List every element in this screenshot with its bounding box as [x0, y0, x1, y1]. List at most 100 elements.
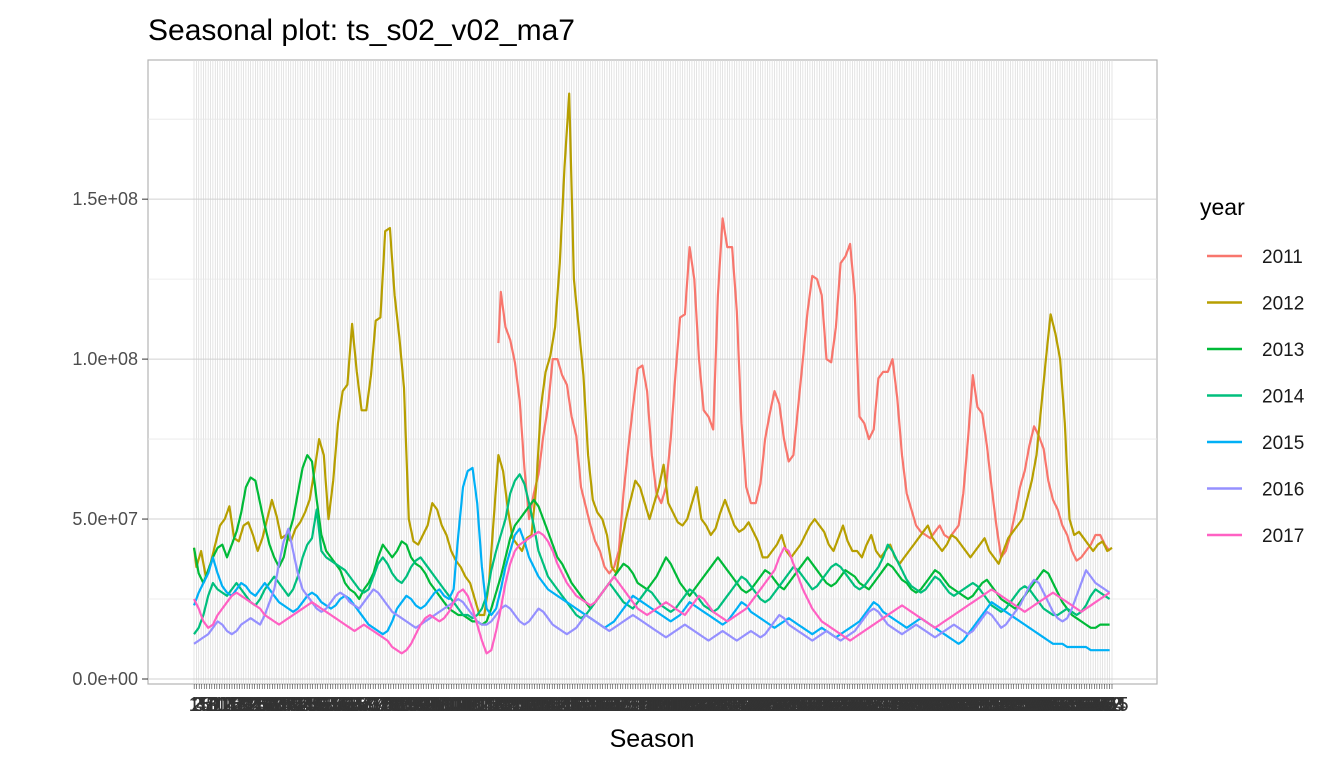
series-line-2013	[192, 454, 1110, 629]
x-tick-label: 317	[974, 694, 1007, 716]
x-tick-label: 345	[1045, 694, 1078, 716]
x-tick-label: 159	[576, 694, 609, 716]
x-tick-label: 60	[332, 694, 354, 716]
x-tick-label: 125	[490, 694, 523, 716]
x-tick-label: 162	[583, 694, 616, 716]
x-tick-label: 295	[919, 694, 952, 716]
x-tick-label: 44	[291, 694, 313, 716]
x-tick-label: 346	[1047, 694, 1080, 716]
x-tick-label: 192	[659, 694, 692, 716]
x-tick-label: 136	[518, 694, 551, 716]
x-tick-label: 262	[836, 694, 869, 716]
x-tick-label: 319	[979, 694, 1012, 716]
x-tick-label: 31	[259, 694, 281, 716]
x-tick-label: 243	[788, 694, 821, 716]
x-tick-label: 217	[722, 694, 755, 716]
x-tick-label: 149	[551, 694, 584, 716]
x-tick-label: 291	[909, 694, 942, 716]
x-tick-label: 257	[823, 694, 856, 716]
x-tick-label: 163	[586, 694, 619, 716]
x-tick-label: 198	[674, 694, 707, 716]
x-tick-label: 141	[530, 694, 563, 716]
x-tick-label: 104	[437, 694, 470, 716]
x-tick-label: 47	[299, 694, 321, 716]
x-tick-label: 308	[952, 694, 985, 716]
x-tick-label: 156	[568, 694, 601, 716]
legend: 2011 2012 2013 2014 2015 2016 2017	[1207, 247, 1305, 547]
x-tick-label: 216	[720, 694, 753, 716]
x-tick-label: 13	[213, 694, 235, 716]
x-tick-label: 189	[652, 694, 685, 716]
x-tick-label: 175	[616, 694, 649, 716]
x-tick-label: 190	[654, 694, 687, 716]
legend-label-2013: 2013	[1262, 340, 1304, 361]
x-tick-label: 54	[317, 694, 339, 716]
x-tick-label: 304	[941, 694, 974, 716]
x-tick-label: 25	[244, 694, 266, 716]
x-tick-label: 223	[737, 694, 770, 716]
x-tick-label: 245	[793, 694, 826, 716]
x-tick-label: 228	[750, 694, 783, 716]
x-tick-label: 248	[800, 694, 833, 716]
x-tick-label: 161	[581, 694, 614, 716]
x-tick-label: 305	[944, 694, 977, 716]
x-tick-label: 89	[405, 694, 427, 716]
x-tick-label: 22	[236, 694, 258, 716]
x-tick-label: 275	[868, 694, 901, 716]
x-tick-label: 85	[395, 694, 417, 716]
x-tick-label: 114	[463, 694, 495, 716]
x-tick-label: 320	[982, 694, 1015, 716]
x-tick-label: 265	[843, 694, 876, 716]
x-tick-label: 10	[206, 694, 228, 716]
x-tick-label: 15	[218, 694, 240, 716]
x-tick-label: 142	[533, 694, 566, 716]
x-tick-label: 247	[798, 694, 831, 716]
x-tick-label: 50	[307, 694, 329, 716]
x-tick-label: 134	[513, 694, 546, 716]
chart-title: Seasonal plot: ts_s02_v02_ma7	[148, 14, 575, 47]
x-tick-label: 330	[1007, 694, 1040, 716]
x-tick-label: 73	[365, 694, 387, 716]
legend-title: year	[1200, 194, 1245, 220]
x-tick-label: 7	[204, 694, 215, 716]
x-tick-label: 325	[994, 694, 1027, 716]
x-tick-label: 307	[949, 694, 982, 716]
x-tick-label: 331	[1010, 694, 1043, 716]
x-tick-label: 296	[921, 694, 954, 716]
x-tick-label: 124	[488, 694, 521, 716]
x-tick-label: 186	[644, 694, 677, 716]
x-tick-label: 12	[211, 694, 233, 716]
x-tick-label: 120	[478, 694, 511, 716]
x-tick-label: 121	[480, 694, 513, 716]
x-tick-label: 272	[861, 694, 894, 716]
x-tick-label: 176	[619, 694, 652, 716]
x-tick-label: 191	[657, 694, 690, 716]
x-tick-label: 84	[392, 694, 414, 716]
x-tick-label: 203	[687, 694, 720, 716]
x-tick-label: 303	[939, 694, 972, 716]
x-tick-label: 231	[757, 694, 790, 716]
x-tick-label: 48	[302, 694, 324, 716]
x-tick-label: 45	[294, 694, 316, 716]
x-tick-label: 335	[1020, 694, 1053, 716]
x-tick-label: 100	[427, 694, 460, 716]
x-tick-label: 33	[264, 694, 286, 716]
series-line-2016	[193, 527, 1111, 645]
x-tick-label: 152	[558, 694, 591, 716]
x-tick-label: 59	[329, 694, 351, 716]
x-tick-label: 194	[664, 694, 697, 716]
x-tick-label: 334	[1017, 694, 1050, 716]
x-tick-label: 75	[370, 694, 392, 716]
x-tick-label: 184	[639, 694, 672, 716]
x-tick-label: 150	[553, 694, 586, 716]
x-tick-label: 336	[1022, 694, 1055, 716]
x-tick-label: 52	[312, 694, 334, 716]
x-tick-label: 208	[699, 694, 732, 716]
x-tick-label: 321	[984, 694, 1017, 716]
x-tick-label: 76	[372, 694, 394, 716]
x-tick-label: 322	[987, 694, 1020, 716]
x-tick-label: 226	[745, 694, 778, 716]
x-tick-label: 276	[871, 694, 904, 716]
x-tick-label: 255	[818, 694, 851, 716]
x-tick-label: 207	[697, 694, 730, 716]
